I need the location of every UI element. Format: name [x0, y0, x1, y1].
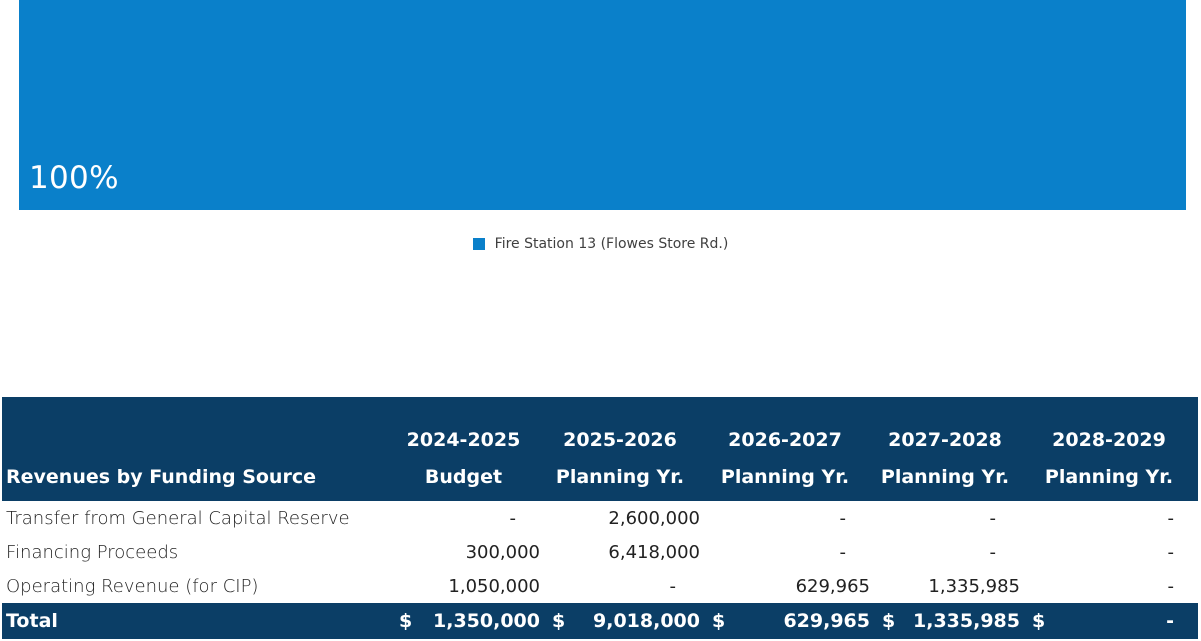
table-header-row: Revenues by Funding Source 2024-2025 Bud… — [2, 397, 1198, 501]
header-col-2025-2026: 2025-2026 Planning Yr. — [555, 429, 685, 488]
table-cell: - — [509, 507, 517, 529]
table-row: Transfer from General Capital Reserve - … — [2, 501, 1198, 535]
table-cell: - — [1167, 507, 1175, 529]
total-cell: 1,350,000 — [433, 610, 540, 632]
table-cell: 1,050,000 — [448, 575, 540, 597]
revenues-table: Revenues by Funding Source 2024-2025 Bud… — [2, 397, 1198, 639]
currency-symbol: $ — [552, 610, 566, 632]
total-cell: 629,965 — [783, 610, 870, 632]
currency-symbol: $ — [712, 610, 726, 632]
header-col-2024-2025: 2024-2025 Budget — [406, 429, 521, 488]
total-cell: - — [1166, 610, 1174, 632]
header-col-2027-2028: 2027-2028 Planning Yr. — [880, 429, 1010, 488]
total-row: Total $1,350,000 $9,018,000 $629,965 $1,… — [2, 603, 1198, 639]
table-cell: - — [1167, 541, 1175, 563]
table-cell: - — [839, 541, 847, 563]
table-cell: 300,000 — [465, 541, 540, 563]
legend-swatch — [472, 238, 485, 250]
legend-label: Fire Station 13 (Flowes Store Rd.) — [494, 236, 729, 252]
currency-symbol: $ — [1032, 610, 1046, 632]
chart-bar-fire-station-13: 100% — [19, 0, 1186, 210]
table-cell: 629,965 — [795, 575, 870, 597]
currency-symbol: $ — [399, 610, 413, 632]
table-cell: - — [669, 575, 677, 597]
total-label: Total — [6, 610, 58, 632]
table-cell: - — [1167, 575, 1175, 597]
table-row: Operating Revenue (for CIP) 1,050,000 - … — [2, 569, 1198, 603]
header-label: Revenues by Funding Source — [6, 466, 316, 488]
row-label: Operating Revenue (for CIP) — [6, 575, 259, 597]
row-label: Financing Proceeds — [6, 541, 179, 563]
table-cell: - — [839, 507, 847, 529]
table-cell: 6,418,000 — [608, 541, 700, 563]
total-cell: 9,018,000 — [593, 610, 700, 632]
table-cell: - — [989, 507, 997, 529]
row-label: Transfer from General Capital Reserve — [6, 507, 350, 529]
table-cell: 1,335,985 — [928, 575, 1020, 597]
header-col-2026-2027: 2026-2027 Planning Yr. — [720, 429, 850, 488]
chart-legend: Fire Station 13 (Flowes Store Rd.) — [0, 236, 1201, 252]
table-cell: - — [989, 541, 997, 563]
header-col-2028-2029: 2028-2029 Planning Yr. — [1044, 429, 1174, 488]
currency-symbol: $ — [882, 610, 896, 632]
total-cell: 1,335,985 — [913, 610, 1020, 632]
table-cell: 2,600,000 — [608, 507, 700, 529]
bar-data-label: 100% — [29, 160, 119, 196]
table-row: Financing Proceeds 300,000 6,418,000 - -… — [2, 535, 1198, 569]
